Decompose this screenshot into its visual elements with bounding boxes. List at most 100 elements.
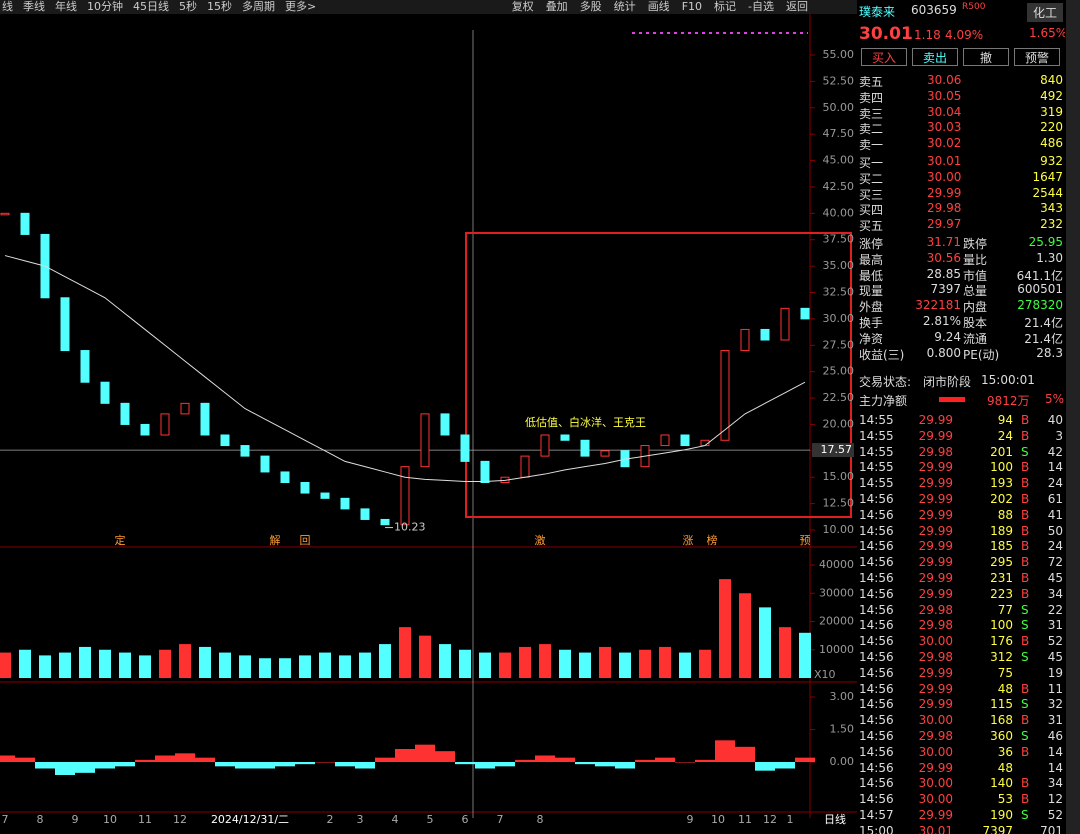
toolbar-item[interactable]: 多周期 bbox=[242, 0, 275, 13]
y-tick-label: 25.00 bbox=[823, 365, 855, 378]
book-price: 30.03 bbox=[927, 120, 962, 135]
macd-bar bbox=[775, 762, 795, 769]
book-price: 29.98 bbox=[927, 201, 962, 216]
toolbar-item[interactable]: 标记 bbox=[714, 0, 736, 13]
stat-value: 322181 bbox=[915, 298, 961, 313]
index-tag: R500 bbox=[962, 2, 986, 12]
x-label: 3 bbox=[357, 813, 364, 826]
candle bbox=[80, 350, 90, 383]
trade-time: 14:56 bbox=[859, 792, 894, 807]
stat-value: 641.1亿 bbox=[1016, 268, 1063, 283]
event-marker: 定 bbox=[115, 533, 126, 547]
macd-bar bbox=[575, 762, 595, 765]
toolbar-item[interactable]: 5秒 bbox=[179, 0, 197, 13]
trade-time: 14:56 bbox=[859, 697, 894, 712]
volume-bar bbox=[559, 649, 571, 678]
candle bbox=[440, 413, 450, 436]
chart: 线季线 年线 10分钟 45日线 5秒 15秒 多周期 更多> 返回 -自选标记 F10 画线统计多股… bbox=[0, 0, 857, 826]
macd-bar bbox=[595, 762, 615, 767]
toolbar-item[interactable]: -自选 bbox=[748, 0, 774, 13]
state: 闭市阶段 bbox=[923, 375, 972, 389]
toolbar-item[interactable]: 画线 bbox=[648, 0, 670, 13]
stat-value: 25.95 bbox=[1028, 235, 1063, 249]
book-price: 30.04 bbox=[927, 104, 962, 119]
trade-volume: 168 bbox=[990, 713, 1013, 728]
candle bbox=[100, 381, 110, 404]
trade-time: 14:56 bbox=[859, 713, 894, 728]
trade-side: S bbox=[1021, 650, 1029, 664]
trade-count: 52 bbox=[1047, 808, 1063, 822]
trade-side: B bbox=[1021, 539, 1030, 554]
m-tick-label: 3.00 bbox=[830, 690, 855, 703]
trade-count: 14 bbox=[1047, 744, 1063, 759]
volume-bar bbox=[159, 649, 171, 678]
trade-time: 14:56 bbox=[859, 634, 894, 649]
trade-volume: 295 bbox=[990, 555, 1013, 570]
macd-bar bbox=[215, 762, 235, 767]
trade-button[interactable]: 买入 bbox=[861, 48, 907, 66]
trade-price: 29.99 bbox=[918, 460, 953, 475]
candle bbox=[60, 297, 70, 352]
toolbar-item[interactable]: 45日线 bbox=[133, 0, 169, 13]
stat-label: 涨停 bbox=[859, 237, 884, 251]
trade-count: 45 bbox=[1047, 650, 1063, 664]
trade-count: 3 bbox=[1055, 428, 1063, 443]
trade-volume: 231 bbox=[990, 571, 1013, 585]
x-label: 12 bbox=[173, 813, 187, 826]
trade-volume: 36 bbox=[997, 744, 1013, 759]
toolbar-item[interactable]: 统计 bbox=[614, 0, 636, 13]
toolbar-item[interactable]: 复权 bbox=[512, 0, 534, 13]
toolbar-item[interactable]: 返回 bbox=[786, 0, 808, 13]
highlight-box bbox=[465, 232, 852, 518]
trade-volume: 115 bbox=[990, 697, 1013, 712]
trade-count: 52 bbox=[1047, 634, 1063, 649]
toolbar-item[interactable]: 线 bbox=[2, 0, 13, 13]
toolbar-item[interactable]: 多股 bbox=[580, 0, 602, 13]
candle bbox=[660, 434, 670, 447]
quote-panel: 璞泰来 603659 R500 化工 30.01 1.18 4.09% 1.65% 买入 卖出撤预… bbox=[857, 0, 1065, 834]
stock-name: 璞泰来 bbox=[859, 5, 896, 19]
y-tick-label: 45.00 bbox=[823, 154, 855, 167]
macd-bar bbox=[735, 746, 755, 762]
stat-label: 市值 bbox=[963, 268, 988, 283]
trade-count: 14 bbox=[1047, 760, 1063, 775]
event-marker: 回 bbox=[300, 534, 311, 547]
trade-button[interactable]: 卖出 bbox=[912, 48, 958, 66]
event-marker: 预 bbox=[800, 534, 811, 547]
book-volume: 343 bbox=[1040, 201, 1063, 216]
stat-label: 最低 bbox=[859, 268, 884, 283]
volume-bar bbox=[299, 655, 311, 678]
stat-value: 278320 bbox=[1017, 298, 1063, 313]
toolbar-item[interactable]: 年线 bbox=[55, 0, 77, 13]
book-label: 买一 bbox=[859, 156, 884, 170]
change: 1.18 bbox=[914, 28, 941, 42]
macd-bar bbox=[615, 762, 635, 769]
trade-side: B bbox=[1021, 681, 1030, 696]
volume-bar bbox=[239, 655, 251, 678]
trade-time: 14:56 bbox=[859, 744, 894, 759]
book-label: 卖五 bbox=[859, 75, 884, 89]
toolbar-item[interactable]: 更多> bbox=[285, 0, 316, 13]
macd-bar bbox=[435, 751, 455, 762]
trade-volume: 75 bbox=[997, 665, 1013, 680]
trade-volume: 190 bbox=[990, 808, 1013, 822]
macd-bar bbox=[455, 762, 475, 765]
toolbar-item[interactable]: 季线 bbox=[23, 0, 45, 13]
trade-side: S bbox=[1021, 602, 1029, 617]
toolbar-item[interactable]: 叠加 bbox=[546, 0, 568, 13]
trade-button[interactable]: 撤 bbox=[963, 48, 1009, 66]
toolbar-item[interactable]: 15秒 bbox=[207, 0, 232, 13]
event-marker: 涨 bbox=[683, 534, 694, 547]
toolbar-item[interactable]: 10分钟 bbox=[87, 0, 123, 13]
trade-time: 14:56 bbox=[859, 523, 894, 538]
volume-bar bbox=[259, 658, 271, 678]
macd-bar bbox=[395, 748, 415, 762]
y-tick-label: 52.50 bbox=[823, 74, 855, 87]
trade-time: 14:56 bbox=[859, 650, 894, 664]
v-tick-label: 30000 bbox=[819, 586, 854, 599]
y-tick-label: 40.00 bbox=[823, 206, 855, 219]
toolbar-item[interactable]: F10 bbox=[682, 0, 702, 13]
candle bbox=[200, 402, 210, 436]
trade-button[interactable]: 预警 bbox=[1014, 48, 1060, 66]
event-marker: 榜 bbox=[707, 533, 718, 547]
